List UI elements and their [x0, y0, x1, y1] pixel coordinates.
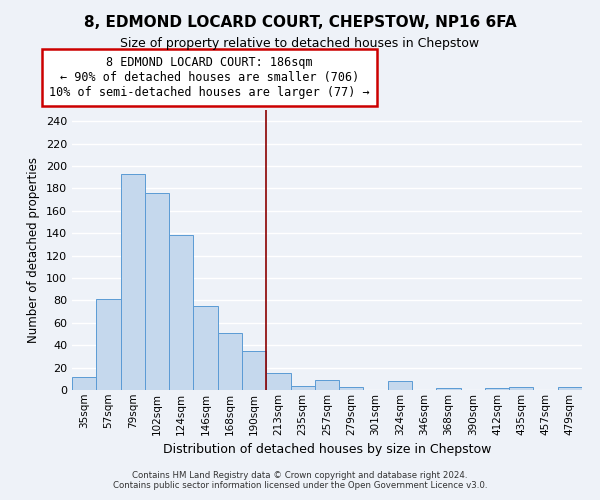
Bar: [315, 380, 339, 390]
Text: Contains HM Land Registry data © Crown copyright and database right 2024.
Contai: Contains HM Land Registry data © Crown c…: [113, 470, 487, 490]
Text: Size of property relative to detached houses in Chepstow: Size of property relative to detached ho…: [121, 38, 479, 51]
Bar: [96, 300, 121, 390]
Bar: [339, 386, 364, 390]
Bar: [218, 333, 242, 390]
Bar: [388, 381, 412, 390]
Y-axis label: Number of detached properties: Number of detached properties: [28, 157, 40, 343]
Bar: [436, 388, 461, 390]
Text: 8, EDMOND LOCARD COURT, CHEPSTOW, NP16 6FA: 8, EDMOND LOCARD COURT, CHEPSTOW, NP16 6…: [83, 15, 517, 30]
Bar: [266, 373, 290, 390]
Bar: [121, 174, 145, 390]
Bar: [72, 376, 96, 390]
X-axis label: Distribution of detached houses by size in Chepstow: Distribution of detached houses by size …: [163, 443, 491, 456]
Bar: [290, 386, 315, 390]
Bar: [145, 193, 169, 390]
Bar: [242, 351, 266, 390]
Text: 8 EDMOND LOCARD COURT: 186sqm
← 90% of detached houses are smaller (706)
10% of : 8 EDMOND LOCARD COURT: 186sqm ← 90% of d…: [49, 56, 370, 99]
Bar: [169, 236, 193, 390]
Bar: [193, 306, 218, 390]
Bar: [558, 386, 582, 390]
Bar: [509, 386, 533, 390]
Bar: [485, 388, 509, 390]
